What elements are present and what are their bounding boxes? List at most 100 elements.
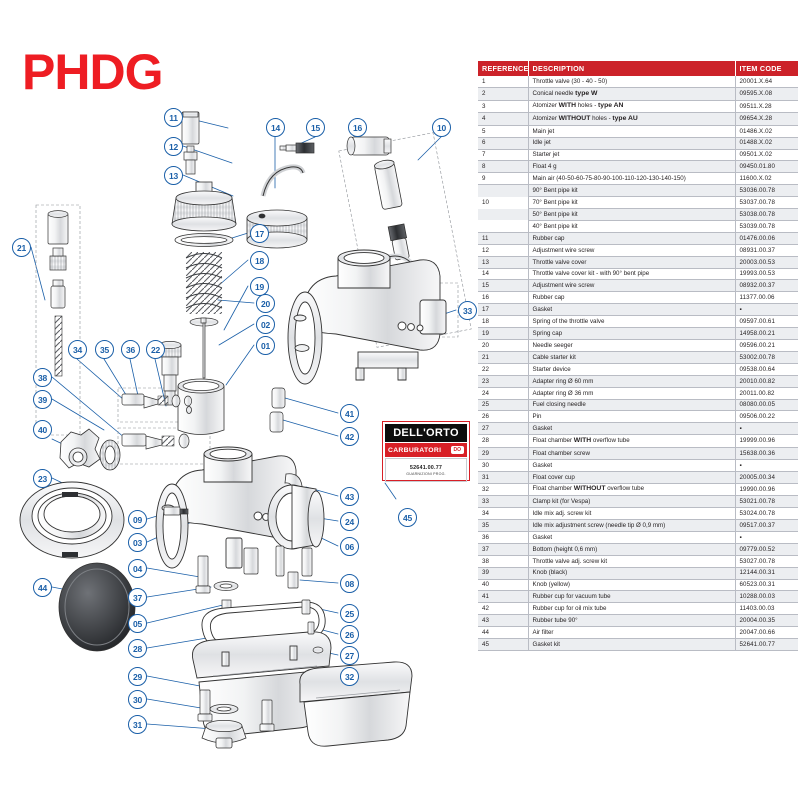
cell-reference: 34 xyxy=(478,507,529,520)
cell-reference: 22 xyxy=(478,363,529,376)
table-row: 44 Air filter 20047.00.66 xyxy=(478,626,798,640)
cell-description: Float chamber WITHOUT overflow tube xyxy=(528,483,736,497)
table-row: 40 Knob (yellow) 60523.00.31 xyxy=(478,579,798,592)
cell-description: Gasket xyxy=(528,459,736,472)
cell-item-code: 53037.00.78 xyxy=(735,196,798,210)
table-row: 90° Bent pipe kit 53036.00.78 xyxy=(478,184,798,198)
cell-description: Atomizer WITH holes - type AN xyxy=(528,100,736,114)
table-row: 34 Idle mix adj. screw kit 53024.00.78 xyxy=(478,507,798,520)
table-row: 22 Starter device 09538.00.64 xyxy=(478,363,798,376)
cell-description: Clamp kit (for Vespa) xyxy=(528,495,736,509)
cell-reference: 42 xyxy=(478,602,529,616)
cell-reference: 2 xyxy=(478,87,529,101)
table-row: 3 Atomizer WITH holes - type AN 09511.X.28 xyxy=(478,100,798,114)
cell-description: Knob (yellow) xyxy=(528,579,736,592)
cell-description: Rubber cap xyxy=(528,232,736,245)
cell-reference: 9 xyxy=(478,172,529,186)
cell-reference: 14 xyxy=(478,268,529,281)
cell-reference: 40 xyxy=(478,579,529,592)
cell-item-code: 53024.00.78 xyxy=(735,507,798,520)
callout-18: 18 xyxy=(250,251,269,270)
cell-reference: 45 xyxy=(478,638,529,651)
cell-description: Rubber cup for vacuum tube xyxy=(528,590,736,604)
table-row: 41 Rubber cup for vacuum tube 10288.00.03 xyxy=(478,590,798,604)
badge-brand-name: DELL'ORTO xyxy=(385,424,467,442)
callout-39: 39 xyxy=(33,390,52,409)
cell-reference: 20 xyxy=(478,339,529,352)
cell-reference: 19 xyxy=(478,327,529,340)
cell-reference xyxy=(478,184,529,197)
cell-item-code: 53027.00.78 xyxy=(735,555,798,568)
cell-description: Spring of the throttle valve xyxy=(528,315,736,329)
callout-04: 04 xyxy=(128,559,147,578)
cell-reference: 11 xyxy=(478,232,529,245)
cell-reference: 24 xyxy=(478,387,529,400)
cell-item-code: ▪ xyxy=(735,422,798,436)
table-row: 35 Idle mix adjustment screw (needle tip … xyxy=(478,519,798,532)
cell-description: Atomizer WITHOUT holes - type AU xyxy=(528,112,736,126)
cell-description: Pin xyxy=(528,410,736,424)
callout-22: 22 xyxy=(146,340,165,359)
cell-reference: 27 xyxy=(478,422,529,436)
badge-category-label: CARBURATORI xyxy=(388,446,442,454)
cell-item-code: 20047.00.66 xyxy=(735,626,798,640)
cell-reference: 16 xyxy=(478,291,529,305)
callout-27: 27 xyxy=(340,646,359,665)
cell-description: Adjustment wire screw xyxy=(528,279,736,293)
table-row: 45 Gasket kit 52641.00.77 xyxy=(478,638,798,651)
cell-description: Cable starter kit xyxy=(528,351,736,364)
cell-reference: 28 xyxy=(478,434,529,448)
column-header-reference: REFERENCE xyxy=(478,61,529,76)
table-row: 36 Gasket ▪ xyxy=(478,531,798,544)
cell-reference: 41 xyxy=(478,590,529,604)
table-row: 23 Adapter ring Ø 60 mm 20010.00.82 xyxy=(478,375,798,388)
cell-item-code: 11600.X.02 xyxy=(735,172,798,186)
cell-item-code: 09506.00.22 xyxy=(735,410,798,424)
cell-reference: 30 xyxy=(478,459,529,472)
callout-29: 29 xyxy=(128,667,147,686)
cell-item-code: 19993.00.53 xyxy=(735,268,798,281)
callout-16: 16 xyxy=(348,118,367,137)
cell-item-code: 19999.00.96 xyxy=(735,434,798,448)
badge-code-block: 52641.00.77 GUARNIZIONI PROG. xyxy=(385,458,467,482)
callout-06: 06 xyxy=(340,537,359,556)
table-row: 17 Gasket ▪ xyxy=(478,303,798,317)
cell-item-code: 09511.X.28 xyxy=(735,100,798,114)
callout-08: 08 xyxy=(340,574,359,593)
cell-item-code: 20004.00.35 xyxy=(735,614,798,628)
table-row: 13 Throttle valve cover 20003.00.53 xyxy=(478,256,798,269)
callout-33: 33 xyxy=(458,301,477,320)
table-row: 42 Rubber cup for oil mix tube 11403.00.03 xyxy=(478,602,798,616)
cell-item-code: 09595.X.08 xyxy=(735,87,798,101)
cell-item-code: 09779.00.52 xyxy=(735,543,798,556)
table-row: 37 Bottom (height 0,6 mm) 09779.00.52 xyxy=(478,543,798,556)
cell-description: Starter device xyxy=(528,363,736,376)
cell-description: Rubber tube 90° xyxy=(528,614,736,628)
cell-item-code: 09597.00.61 xyxy=(735,315,798,329)
cell-item-code: 20001.X.64 xyxy=(735,76,798,88)
cell-item-code: 53002.00.78 xyxy=(735,351,798,364)
cell-reference: 36 xyxy=(478,531,529,544)
callout-11: 11 xyxy=(164,108,183,127)
cell-reference: 35 xyxy=(478,519,529,532)
callout-40: 40 xyxy=(33,420,52,439)
cell-description: Fuel closing needle xyxy=(528,399,736,412)
cell-reference: 38 xyxy=(478,555,529,568)
badge-category-bar: CARBURATORI DO xyxy=(385,443,467,457)
table-row: 29 Float chamber screw 15638.00.36 xyxy=(478,447,798,460)
cell-reference: 39 xyxy=(478,567,529,580)
table-row: 33 Clamp kit (for Vespa) 53021.00.78 xyxy=(478,495,798,509)
table-row: 20 Needle seeger 09596.00.21 xyxy=(478,339,798,352)
cell-item-code: 01476.00.06 xyxy=(735,232,798,245)
cell-reference: 10 xyxy=(478,196,529,209)
table-row: 2 Conical needle type W 09595.X.08 xyxy=(478,87,798,101)
table-row: 31 Float cover cup 20005.00.34 xyxy=(478,471,798,484)
callout-17: 17 xyxy=(250,224,269,243)
cell-description: Float 4 g xyxy=(528,160,736,174)
cell-reference: 1 xyxy=(478,76,529,88)
callout-26: 26 xyxy=(340,625,359,644)
cell-item-code: 12144.00.31 xyxy=(735,567,798,580)
cell-description: Float chamber WITH overflow tube xyxy=(528,434,736,448)
cell-item-code: ▪ xyxy=(735,303,798,317)
